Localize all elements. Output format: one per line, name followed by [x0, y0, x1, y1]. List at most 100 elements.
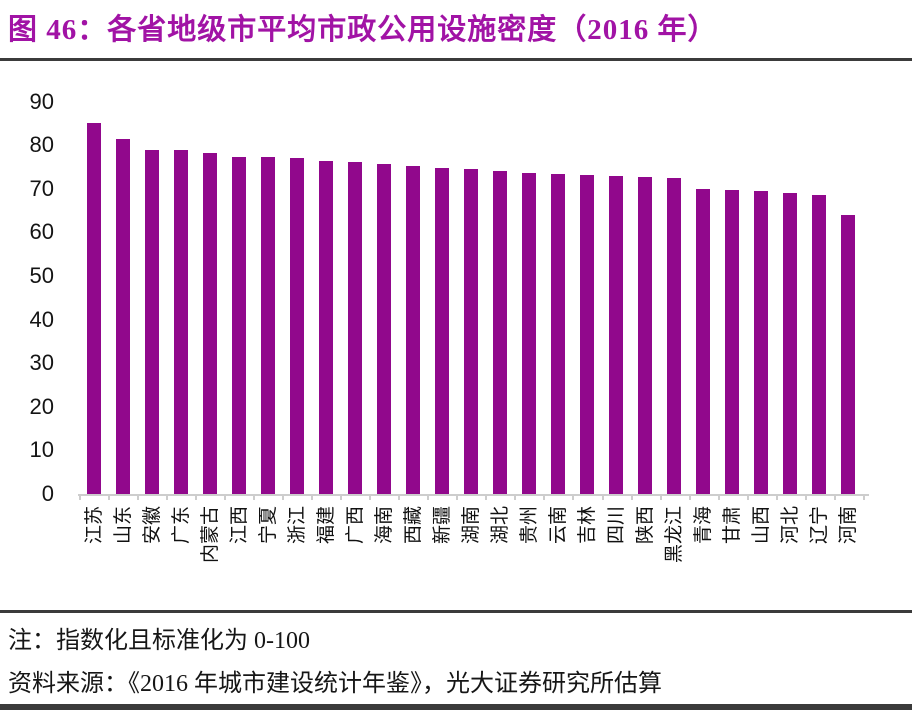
- x-axis-tick: [427, 494, 430, 500]
- x-axis-tick: [340, 494, 343, 500]
- title-divider: [0, 58, 912, 61]
- x-axis-tick: [137, 494, 140, 500]
- x-axis-tick: [572, 494, 575, 500]
- y-axis-tick-label: 70: [29, 175, 54, 201]
- bottom-border: [0, 704, 912, 710]
- x-axis-tick: [862, 494, 865, 500]
- x-axis-category-label-text: 福建: [314, 506, 337, 545]
- x-axis-category-label-text: 云南: [546, 506, 569, 545]
- x-axis-tick: [78, 494, 81, 500]
- bar: [521, 172, 536, 494]
- x-axis-tick: [717, 494, 720, 500]
- x-axis-tick: [833, 494, 836, 500]
- x-axis-line: [78, 494, 869, 496]
- chart-title: 图 46：各省地级市平均市政公用设施密度（2016 年）: [8, 14, 718, 46]
- x-axis-category-label-text: 河南: [837, 506, 860, 545]
- x-axis-category-label-text: 广东: [169, 506, 192, 545]
- x-axis-category-label-text: 西藏: [401, 506, 424, 545]
- x-axis-category-label-text: 贵州: [517, 506, 540, 545]
- bar: [144, 149, 159, 494]
- bar: [580, 174, 594, 494]
- x-axis-category-label-text: 吉林: [576, 506, 598, 545]
- bar: [202, 152, 217, 494]
- bar: [812, 195, 827, 494]
- bar: [376, 163, 391, 494]
- bar: [115, 138, 130, 494]
- bar: [405, 166, 420, 494]
- y-axis-tick-label: 80: [29, 132, 54, 158]
- x-axis-tick: [688, 494, 691, 500]
- x-axis-tick: [804, 494, 807, 500]
- x-axis-tick: [514, 494, 517, 500]
- x-axis-tick: [398, 494, 401, 500]
- y-axis-tick-label: 30: [29, 350, 54, 376]
- y-axis-tick-label: 10: [29, 437, 54, 463]
- x-axis-tick: [369, 494, 372, 500]
- bar: [492, 171, 507, 494]
- x-axis-tick: [775, 494, 778, 500]
- x-axis-tick: [659, 494, 662, 500]
- x-axis-category-label-text: 浙江: [285, 506, 308, 545]
- x-axis-category-label-text: 江苏: [82, 506, 105, 545]
- x-axis-category-label-text: 河北: [779, 506, 802, 545]
- x-axis-tick: [630, 494, 633, 500]
- x-axis-tick: [195, 494, 198, 500]
- x-axis-tick: [108, 494, 110, 500]
- bar: [754, 190, 769, 494]
- x-axis-category-label-text: 新疆: [430, 506, 453, 545]
- bar: [347, 161, 362, 494]
- bar: [289, 158, 304, 494]
- bar: [260, 157, 275, 494]
- bar: [318, 160, 333, 494]
- bar: [696, 188, 711, 494]
- x-axis-category-label-text: 安徽: [140, 506, 163, 545]
- x-axis-tick: [601, 494, 604, 500]
- y-axis-tick-label: 0: [41, 481, 54, 506]
- x-axis-tick: [224, 494, 227, 500]
- bar: [783, 193, 798, 494]
- bar: [550, 173, 565, 494]
- footer-divider: [0, 610, 912, 613]
- x-axis-tick: [253, 494, 256, 500]
- bar: [841, 214, 856, 494]
- x-axis-tick: [456, 494, 459, 500]
- bar: [231, 156, 246, 494]
- x-axis-category-label-text: 江西: [227, 506, 250, 545]
- bar: [667, 178, 682, 494]
- bar: [609, 175, 624, 494]
- x-axis-category-label-text: 海南: [372, 506, 395, 545]
- y-axis-tick-label: 90: [29, 88, 54, 114]
- bar: [638, 176, 653, 494]
- bar: [463, 169, 478, 494]
- x-axis-category-label-text: 湖北: [488, 506, 511, 545]
- bar: [86, 122, 101, 494]
- y-axis-tick-label: 20: [29, 393, 54, 419]
- x-axis-category-label-text: 山东: [111, 506, 134, 545]
- y-axis-tick-label: 50: [29, 263, 54, 288]
- x-axis-category-label-text: 黑龙江: [663, 506, 686, 564]
- x-axis-category-label-text: 辽宁: [808, 506, 831, 545]
- x-axis-category-label-text: 山西: [750, 506, 773, 545]
- chart-note: 注：指数化且标准化为 0-100: [8, 628, 310, 654]
- x-axis-tick: [311, 494, 314, 500]
- x-axis-category-label-text: 内蒙古: [198, 506, 221, 564]
- x-axis-tick: [543, 494, 546, 500]
- x-axis-category-label-text: 甘肃: [721, 506, 744, 545]
- bar: [725, 190, 740, 494]
- x-axis-category-label-text: 陕西: [634, 506, 657, 545]
- x-axis-category-label-text: 四川: [605, 506, 628, 545]
- x-axis-category-label-text: 湖南: [459, 506, 482, 545]
- x-axis-category-label-text: 广西: [343, 506, 366, 545]
- y-axis-tick-label: 40: [29, 306, 54, 332]
- x-axis-tick: [746, 494, 749, 500]
- x-axis-tick: [282, 494, 285, 500]
- x-axis-category-label-text: 青海: [692, 506, 715, 545]
- x-axis-category-label-text: 宁夏: [256, 506, 279, 545]
- chart-source: 资料来源：《2016 年城市建设统计年鉴》，光大证券研究所估算: [8, 671, 662, 697]
- x-axis-tick: [485, 494, 488, 500]
- bar: [173, 150, 188, 494]
- bar: [434, 167, 449, 494]
- x-axis-tick: [166, 494, 169, 500]
